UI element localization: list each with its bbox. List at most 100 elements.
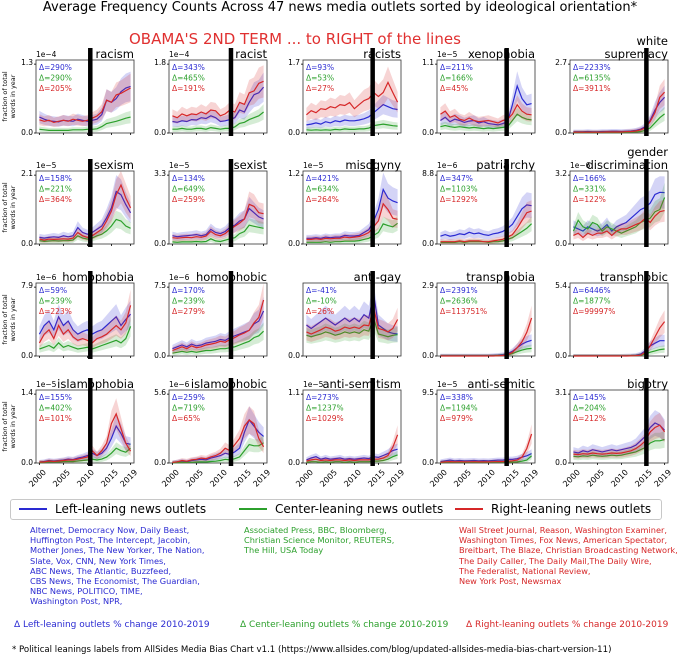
delta-note-center: Δ Center-leaning outlets % change 2010-2…	[240, 620, 449, 630]
panel-10-delta-right: Δ=223%	[39, 307, 72, 316]
panel-2-left-band	[306, 95, 398, 129]
panel-4-right-line	[573, 91, 666, 133]
panel-18-xtick-label-2019: 2019	[519, 468, 540, 489]
panel-15-frame	[35, 389, 135, 464]
panel-17-ytick-max: 1.1	[288, 388, 300, 397]
panel-11-delta-right: Δ=279%	[172, 307, 205, 316]
panel-13-right-line	[440, 317, 533, 357]
panel-7-scale: 1e−5	[303, 161, 324, 170]
panel-2-ytick-min: 0.0	[288, 128, 300, 137]
panel-5-ylabel-line2: words in year	[9, 185, 17, 229]
footnote: * Political leanings labels from AllSide…	[12, 645, 612, 655]
panel-13-ytick-min: 0.0	[422, 351, 434, 360]
panel-6-right-band	[172, 191, 264, 242]
panel-16-scale: 1e−6	[169, 380, 190, 389]
panel-16-frame	[168, 389, 268, 464]
panel-10-title: homophobia	[62, 270, 134, 284]
panel-8-scale: 1e−6	[437, 161, 458, 170]
panel-2-center-line	[306, 123, 398, 131]
panel-19-center-line	[573, 438, 665, 458]
panel-2-delta-center: Δ=53%	[306, 74, 334, 83]
panel-11-ytick-min: 0.0	[154, 351, 166, 360]
panel-13-delta-left: Δ=2391%	[440, 286, 478, 295]
panel-12-delta-center: Δ=-10%	[306, 297, 337, 306]
panel-12-ytick-min: 0.0	[288, 351, 300, 360]
panel-6-title: sexist	[234, 158, 268, 172]
panel-16-xtick-label-2019: 2019	[251, 468, 272, 489]
panel-11-scale: 1e−6	[169, 273, 190, 282]
legend-item-right: Right-leaning news outlets	[455, 502, 651, 516]
panel-14-delta-left: Δ=6446%	[573, 286, 611, 295]
panel-7-delta-right: Δ=264%	[306, 195, 339, 204]
panel-4-ytick-min: 0.0	[555, 128, 567, 137]
delta-note-right: Δ Right-leaning outlets % change 2010-20…	[466, 620, 669, 630]
panel-15-ytick-min: 0.0	[21, 458, 33, 467]
panel-19-left-line	[573, 422, 666, 454]
panel-17-scale: 1e−5	[303, 380, 324, 389]
panel-2-ytick-max: 1.7	[288, 58, 300, 67]
panel-9-ytick-min: 0.0	[555, 239, 567, 248]
panel-11-title: homophobic	[196, 270, 267, 284]
figure-title: Average Frequency Counts Across 47 news …	[42, 0, 638, 15]
panel-16-right-line	[172, 419, 265, 463]
panel-14-right-line	[573, 321, 666, 357]
panel-15-ytick-max: 1.4	[21, 388, 33, 397]
panel-15-xtick-label-2005: 2005	[51, 468, 72, 489]
panel-18-right-line	[440, 433, 533, 463]
panel-8-ytick-min: 0.0	[422, 239, 434, 248]
panel-3-title: xenophobia	[468, 47, 535, 61]
panel-1-delta-left: Δ=343%	[172, 63, 205, 72]
legend-item-left: Left-leaning news outlets	[19, 502, 206, 516]
panel-5-ylabel-line1: fraction of total	[1, 182, 9, 232]
panel-6-delta-center: Δ=649%	[172, 185, 205, 194]
panel-7-ytick-min: 0.0	[288, 239, 300, 248]
panel-8-delta-center: Δ=1103%	[440, 185, 478, 194]
panel-1-left-line	[172, 86, 265, 123]
panel-1-right-band	[172, 65, 264, 124]
panel-17-xtick-label-2005: 2005	[318, 468, 339, 489]
panel-3-delta-right: Δ=45%	[440, 84, 468, 93]
panel-15-right-line	[39, 412, 132, 463]
panel-16-right-band	[172, 406, 264, 463]
panel-1-delta-center: Δ=465%	[172, 74, 205, 83]
panel-10-center-line	[39, 326, 132, 350]
panel-14-ytick-min: 0.0	[555, 351, 567, 360]
panel-16-xtick-label-2010: 2010	[208, 468, 229, 489]
panel-19-title: bigotry	[627, 377, 668, 391]
panel-5-delta-left: Δ=158%	[39, 174, 72, 183]
panel-5-left-band	[39, 175, 131, 242]
panel-5-delta-center: Δ=221%	[39, 185, 72, 194]
panel-10-scale: 1e−6	[36, 273, 57, 282]
panel-0-ytick-max: 1.3	[21, 58, 33, 67]
panel-9-scale: 1e−6	[570, 161, 591, 170]
panel-1-ytick-max: 1.8	[154, 58, 166, 67]
panel-15-center-band	[39, 442, 131, 463]
panel-18-title: anti-semitic	[467, 377, 535, 391]
panel-8-right-line	[440, 210, 532, 243]
panel-14-delta-right: Δ=99997%	[573, 307, 615, 316]
panel-19-left-band	[573, 410, 665, 458]
panel-18-delta-left: Δ=338%	[440, 393, 473, 402]
panel-9-right-band	[573, 199, 665, 242]
panel-9-delta-center: Δ=331%	[573, 185, 606, 194]
panel-10-ylabel-line1: fraction of total	[1, 294, 9, 344]
panel-7-delta-left: Δ=421%	[306, 174, 339, 183]
small-multiples-plot-area: 1.30.01e−4 racismΔ=290%Δ=290%Δ=205%fracti…	[1, 34, 673, 489]
panel-13-ytick-max: 2.9	[422, 281, 434, 290]
panel-15-delta-right: Δ=101%	[39, 414, 72, 423]
panel-4-ytick-max: 2.7	[555, 58, 567, 67]
panel-11-right-line	[172, 299, 265, 352]
panel-1-center-band	[172, 104, 264, 132]
panel-7-center-line	[306, 222, 398, 243]
panel-16-center-line	[172, 442, 264, 464]
panel-7-title: misogyny	[345, 158, 401, 172]
panel-15-delta-center: Δ=402%	[39, 404, 72, 413]
obama-second-term-annotation: OBAMA'S 2ND TERM ... to RIGHT of the lin…	[129, 30, 461, 48]
panel-19-right-line	[573, 424, 666, 456]
panel-0-center-line	[39, 116, 131, 131]
panel-9-ytick-max: 3.2	[555, 169, 567, 178]
legend-label-left: Left-leaning news outlets	[55, 502, 207, 516]
panel-3-scale: 1e−5	[437, 50, 458, 59]
panel-11-center-line	[172, 330, 265, 354]
panel-10-ytick-min: 0.0	[21, 351, 33, 360]
